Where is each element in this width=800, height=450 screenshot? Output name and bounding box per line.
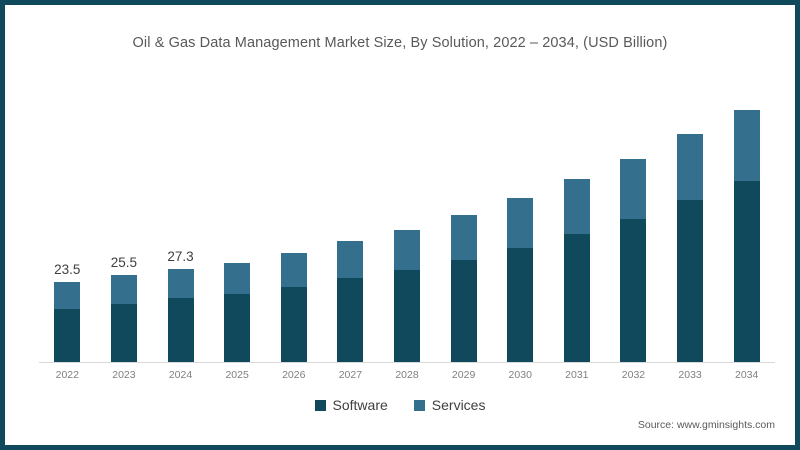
x-axis-tick-2023: 2023 [112, 369, 136, 381]
stacked-bar[interactable] [337, 241, 364, 362]
bar-segment-software[interactable] [337, 278, 364, 362]
bar-group [605, 75, 662, 362]
bar-segment-services[interactable] [167, 269, 194, 299]
legend-item-software[interactable]: Software [314, 397, 388, 413]
chart-legend: Software Services [5, 397, 795, 413]
bar-segment-services[interactable] [224, 262, 251, 294]
stacked-bar[interactable] [733, 110, 760, 362]
bar-segment-software[interactable] [280, 286, 307, 362]
bar-segment-services[interactable] [563, 178, 590, 234]
stacked-bar[interactable] [54, 282, 81, 362]
bar-segment-services[interactable] [677, 133, 704, 200]
stacked-bar[interactable] [507, 197, 534, 362]
stacked-bar[interactable] [280, 253, 307, 362]
bar-group [322, 75, 379, 362]
legend-swatch-services [413, 399, 425, 411]
x-axis-tick-2034: 2034 [735, 369, 759, 381]
stacked-bar[interactable] [677, 133, 704, 362]
stacked-bar[interactable] [620, 159, 647, 362]
bar-segment-services[interactable] [54, 282, 81, 309]
x-axis-tick-2022: 2022 [55, 369, 79, 381]
bar-segment-software[interactable] [167, 298, 194, 362]
bar-segment-software[interactable] [110, 304, 137, 362]
bar-segment-services[interactable] [110, 275, 137, 305]
x-axis-tick-2025: 2025 [225, 369, 249, 381]
bar-segment-software[interactable] [224, 293, 251, 362]
bar-group: 23.5 [39, 75, 96, 362]
chart-title: Oil & Gas Data Management Market Size, B… [132, 35, 668, 51]
legend-label-services: Services [431, 397, 486, 413]
bar-segment-services[interactable] [507, 197, 534, 248]
bar-segment-services[interactable] [393, 229, 420, 271]
bar-group [662, 75, 719, 362]
x-axis-tick-2028: 2028 [395, 369, 419, 381]
x-axis-tick-2032: 2032 [621, 369, 646, 381]
bar-value-label: 23.5 [54, 262, 81, 278]
bar-value-label: 25.5 [110, 255, 138, 271]
bar-group [379, 75, 436, 362]
bar-segment-software[interactable] [563, 233, 590, 362]
bar-segment-services[interactable] [280, 253, 307, 287]
plot-area: 23.5 25.5 27.3 [39, 75, 775, 362]
x-axis-tick-2029: 2029 [451, 369, 476, 381]
x-axis-tick-2026: 2026 [282, 369, 306, 381]
legend-label-software: Software [332, 397, 388, 413]
bar-group [265, 75, 322, 362]
bar-segment-services[interactable] [337, 241, 364, 279]
bar-group: 27.3 [152, 75, 209, 362]
bar-group [209, 75, 266, 362]
bar-segment-software[interactable] [54, 308, 81, 362]
bar-group [492, 75, 549, 362]
bar-segment-software[interactable] [450, 259, 477, 362]
x-axis-tick-2033: 2033 [678, 369, 702, 381]
stacked-bar[interactable] [563, 178, 590, 362]
bar-group [549, 75, 606, 362]
stacked-bar[interactable] [167, 269, 194, 362]
bar-group: 25.5 [96, 75, 153, 362]
bar-group [435, 75, 492, 362]
bar-segment-software[interactable] [393, 270, 420, 362]
x-axis-tick-2031: 2031 [565, 369, 589, 381]
bar-segment-software[interactable] [507, 247, 534, 362]
bar-segment-software[interactable] [677, 199, 704, 362]
bar-group [718, 75, 775, 362]
bar-segment-software[interactable] [620, 219, 647, 362]
stacked-bar[interactable] [110, 275, 137, 362]
x-axis-tick-2030: 2030 [508, 369, 532, 381]
legend-swatch-software [314, 399, 326, 411]
source-attribution: Source: www.gminsights.com [637, 419, 775, 431]
stacked-bar[interactable] [224, 262, 251, 362]
x-axis-tick-labels: 2022 2023 2024 2025 2026 2027 2028 2029 2030 2031… [39, 369, 775, 389]
x-axis-tick-2024: 2024 [168, 369, 193, 381]
x-axis-baseline [39, 362, 775, 363]
bar-segment-services[interactable] [733, 110, 760, 182]
bar-segment-services[interactable] [450, 214, 477, 260]
x-axis-tick-2027: 2027 [338, 369, 363, 381]
bar-segment-services[interactable] [620, 159, 647, 220]
bar-value-label: 27.3 [167, 249, 194, 265]
legend-item-services[interactable]: Services [413, 397, 486, 413]
stacked-bar[interactable] [450, 214, 477, 362]
stacked-bar[interactable] [393, 229, 420, 362]
bar-segment-software[interactable] [733, 181, 760, 362]
